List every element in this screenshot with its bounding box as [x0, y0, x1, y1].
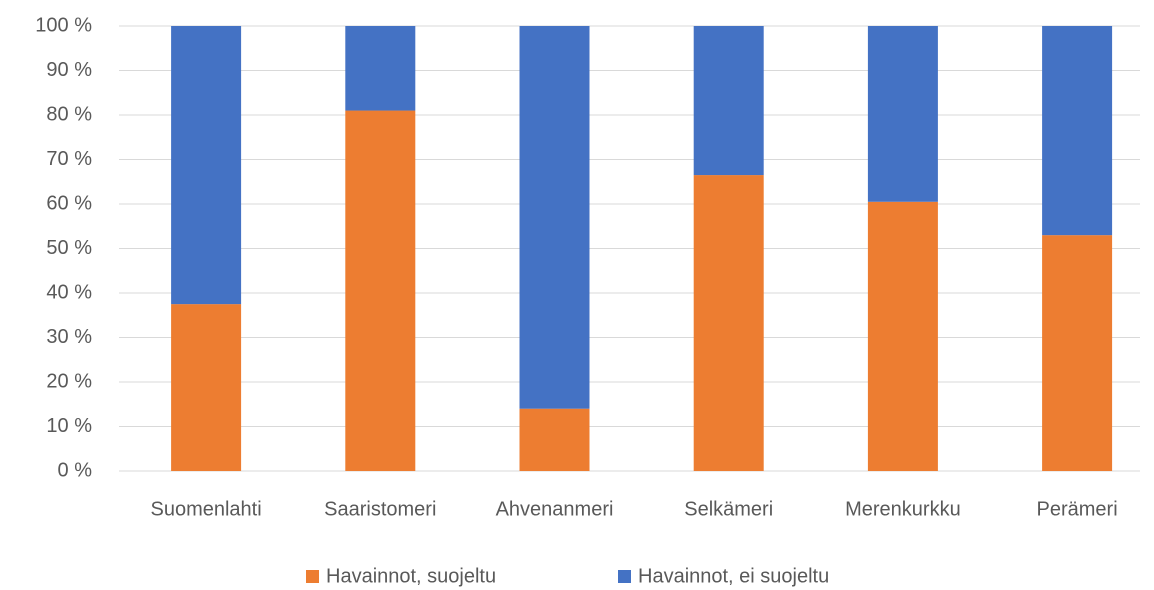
legend-label: Havainnot, suojeltu [326, 565, 496, 587]
x-tick-label: Merenkurkku [845, 498, 961, 520]
y-tick-label: 0 % [58, 459, 93, 481]
y-tick-label: 90 % [46, 59, 92, 81]
x-tick-label: Perämeri [1037, 498, 1118, 520]
y-tick-label: 50 % [46, 237, 92, 259]
legend-swatch [618, 570, 631, 583]
bar-segment [1042, 26, 1113, 236]
y-tick-label: 30 % [46, 326, 92, 348]
bar-segment [171, 304, 242, 471]
y-tick-label: 80 % [46, 103, 92, 125]
bar-segment [1042, 235, 1113, 471]
y-tick-label: 100 % [35, 14, 92, 36]
y-tick-label: 70 % [46, 148, 92, 170]
x-tick-label: Saaristomeri [324, 498, 436, 520]
legend-swatch [306, 570, 319, 583]
bar-segment [693, 26, 764, 176]
x-tick-label: Suomenlahti [151, 498, 262, 520]
y-tick-label: 60 % [46, 192, 92, 214]
bar-segment [519, 26, 590, 409]
bar-segment [867, 26, 938, 202]
bar-segment [867, 201, 938, 471]
x-tick-label: Selkämeri [684, 498, 773, 520]
bar-segment [345, 26, 416, 111]
bar-segment [171, 26, 242, 305]
y-tick-label: 40 % [46, 281, 92, 303]
legend-label: Havainnot, ei suojeltu [638, 565, 829, 587]
x-tick-label: Ahvenanmeri [496, 498, 614, 520]
y-tick-label: 20 % [46, 370, 92, 392]
bar-segment [519, 408, 590, 471]
bar-segment [693, 175, 764, 471]
y-tick-label: 10 % [46, 415, 92, 437]
bar-segment [345, 110, 416, 472]
